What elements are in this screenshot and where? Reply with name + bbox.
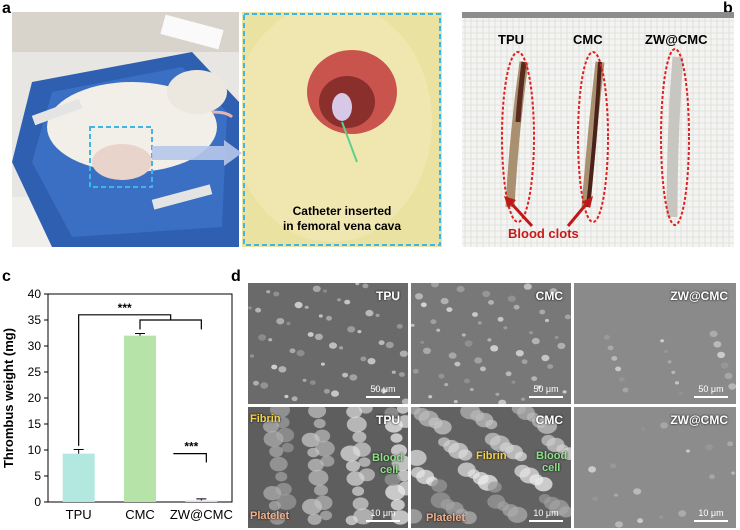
cell-annotation-tpu: cell	[380, 464, 399, 476]
panel-b-letter: b	[723, 0, 733, 17]
sem-texture	[263, 407, 408, 526]
y-tick-label: 30	[28, 339, 42, 353]
y-tick-label: 15	[28, 417, 42, 431]
y-tick-label: 35	[28, 313, 42, 327]
scale-bar-label: 50 μm	[698, 384, 724, 394]
platelet-annotation-cmc: Platelet	[426, 512, 466, 524]
bar-cmc	[124, 335, 156, 502]
sem-sample-label: ZW@CMC	[670, 289, 728, 303]
panel-c-letter: c	[2, 268, 11, 285]
scale-bar	[366, 520, 400, 522]
significance-label-2: ***	[184, 440, 198, 454]
sem-tile-zwcmc-high-mag: ZW@CMC 10 μm	[574, 407, 736, 528]
y-tick-label: 40	[28, 287, 42, 301]
scale-bar-label: 10 μm	[370, 508, 396, 518]
scale-bar-label: 50 μm	[370, 384, 396, 394]
significance-bracket-1b	[139, 319, 202, 330]
y-axis-label: Thrombus weight (mg)	[1, 328, 16, 468]
scale-bar-label: 10 μm	[533, 508, 559, 518]
sem-tile-cmc-low-mag: CMC 50 μm	[411, 283, 571, 404]
rat-photo	[12, 12, 239, 247]
panel-a-letter: a	[2, 0, 11, 17]
bar-tpu	[62, 453, 95, 502]
blood-annotation-tpu: Blood	[372, 452, 404, 464]
sem-texture	[248, 283, 408, 404]
scale-bar	[694, 396, 728, 398]
sem-sample-label: ZW@CMC	[670, 413, 728, 427]
sem-sample-label: CMC	[535, 413, 563, 427]
cell-annotation-cmc: cell	[542, 462, 561, 474]
sem-tile-tpu-high-mag: TPU 10 μm	[248, 407, 408, 528]
catheter-clot-photo: TPU CMC ZW@CMC Blood clots	[462, 12, 734, 247]
thrombus-weight-chart: 0 5 10 15 20 25 30 35 40 Thrombus weight (mg) TPU C…	[1, 287, 233, 522]
sem-texture	[588, 416, 736, 528]
significance-bracket-2	[173, 453, 207, 463]
x-tick-label: TPU	[66, 507, 92, 522]
blood-annotation-cmc: Blood	[536, 450, 568, 462]
scale-bar	[694, 520, 728, 522]
panel-d-letter: d	[231, 268, 241, 285]
sem-texture	[411, 407, 571, 525]
scale-bar	[529, 396, 563, 398]
x-tick-label: ZW@CMC	[170, 507, 233, 522]
catheter-closeup-photo: Catheter inserted in femoral vena cava	[242, 12, 442, 247]
catheter-label-cmc: CMC	[573, 32, 603, 47]
significance-label-1: ***	[118, 301, 132, 315]
fibrin-annotation-cmc: Fibrin	[476, 450, 507, 462]
platelet-annotation-tpu: Platelet	[250, 510, 290, 522]
sem-sample-label: TPU	[376, 289, 400, 303]
catheter-label-tpu: TPU	[498, 32, 524, 47]
sem-texture	[603, 330, 736, 396]
sem-sample-label: CMC	[535, 289, 563, 303]
fibrin-annotation-tpu: Fibrin	[250, 413, 281, 425]
scale-bar-label: 50 μm	[533, 384, 559, 394]
y-tick-label: 10	[28, 443, 42, 457]
y-tick-label: 25	[28, 365, 42, 379]
sem-tile-cmc-high-mag: CMC 10 μm	[411, 407, 571, 528]
scale-bar-label: 10 μm	[698, 508, 724, 518]
scale-bar	[366, 396, 400, 398]
sem-tile-tpu-low-mag: TPU 50 μm	[248, 283, 408, 404]
y-tick-label: 0	[34, 495, 41, 509]
y-tick-label: 5	[34, 469, 41, 483]
sem-sample-label: TPU	[376, 413, 400, 427]
sem-texture	[411, 283, 571, 404]
scale-bar	[529, 520, 563, 522]
bar-zwcmc	[185, 500, 218, 502]
zoom-arrow	[152, 140, 242, 171]
catheter-callout-line1: Catheter inserted	[292, 204, 392, 218]
significance-bracket-1	[78, 314, 172, 446]
catheter-callout-line2: in femoral vena cava	[282, 219, 402, 233]
blood-clots-annotation: Blood clots	[508, 226, 579, 241]
x-tick-label: CMC	[125, 507, 155, 522]
catheter-label-zwcmc: ZW@CMC	[645, 32, 708, 47]
y-tick-label: 20	[28, 391, 42, 405]
sem-tile-zwcmc-low-mag: ZW@CMC 50 μm	[574, 283, 736, 404]
